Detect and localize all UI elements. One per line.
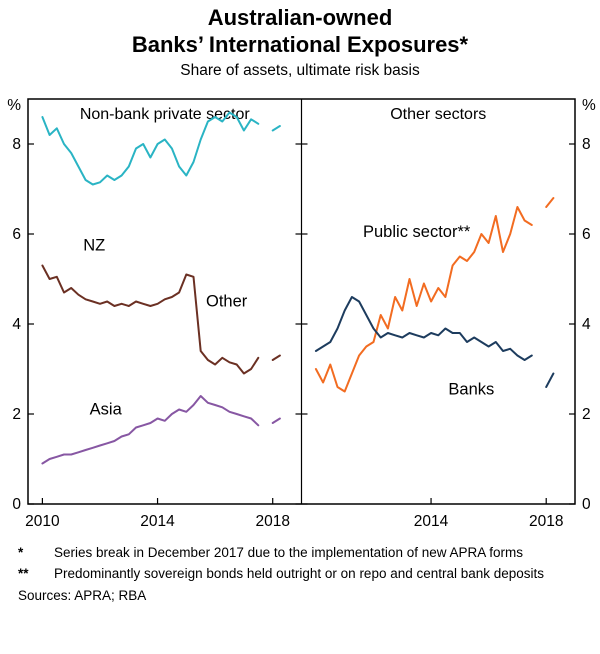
chart-subtitle: Share of assets, ultimate risk basis [180,61,420,79]
sources-line: Sources: APRA; RBA [18,588,147,604]
y-axis-label-left: 4 [12,316,21,333]
chart-title: Australian-owned Banks’ International Ex… [0,0,600,59]
y-axis-label-left: 6 [12,226,21,243]
footnote-2-text: Predominantly sovereign bonds held outri… [54,565,545,581]
dual-panel-line-chart: 0 0 2 2 4 4 6 6 8 8% % Non-bank private sector 2010 2… [7,97,596,530]
footnote-2: ** Predominantly sovereign bonds held ou… [18,565,584,583]
series-label-public-sector: Public sector** [363,222,471,240]
series-label-banks: Banks [448,380,494,398]
x-axis-label: 2014 [140,513,175,530]
y-axis-label-right: 4 [582,316,591,333]
panel-title-other-sectors: Other sectors [390,106,486,123]
series-line-other [41,264,281,375]
x-axis-label: 2018 [529,513,563,530]
y-axis-label-left: 0 [12,496,21,513]
series-label-nz: NZ [83,236,105,254]
footnote-1-marker: * [18,544,24,560]
y-axis-label-right: 8 [582,136,591,153]
footnote-2-marker: ** [18,565,29,581]
chart-title-line1: Australian-owned [207,5,393,30]
footnotes: * Series break in December 2017 due to t… [0,542,600,606]
y-axis-label-right: 6 [582,226,591,243]
y-axis-label-right: 2 [582,406,591,423]
series-line-asia [41,394,281,465]
y-axis-unit-right: % [582,97,596,114]
x-axis-label: 2018 [255,513,289,530]
series-label-other: Other [206,292,248,310]
y-axis-label-left: 8 [12,136,21,153]
x-axis-label: 2014 [414,513,449,530]
series-line-nz [41,111,281,186]
footnote-1: * Series break in December 2017 due to t… [18,544,584,562]
y-axis-label-left: 2 [12,406,21,423]
x-axis-label: 2010 [25,513,60,530]
chart-title-line2: Banks’ International Exposures* [131,31,469,57]
y-axis-unit-left: % [7,97,21,114]
series-label-asia: Asia [90,400,123,418]
footnote-1-text: Series break in December 2017 due to the… [54,544,523,560]
panel-title-non-bank-private-sector: Non-bank private sector [80,106,251,123]
y-axis-label-right: 0 [582,496,591,513]
series-line-banks [314,295,555,388]
series-line-public-sector [314,196,555,393]
